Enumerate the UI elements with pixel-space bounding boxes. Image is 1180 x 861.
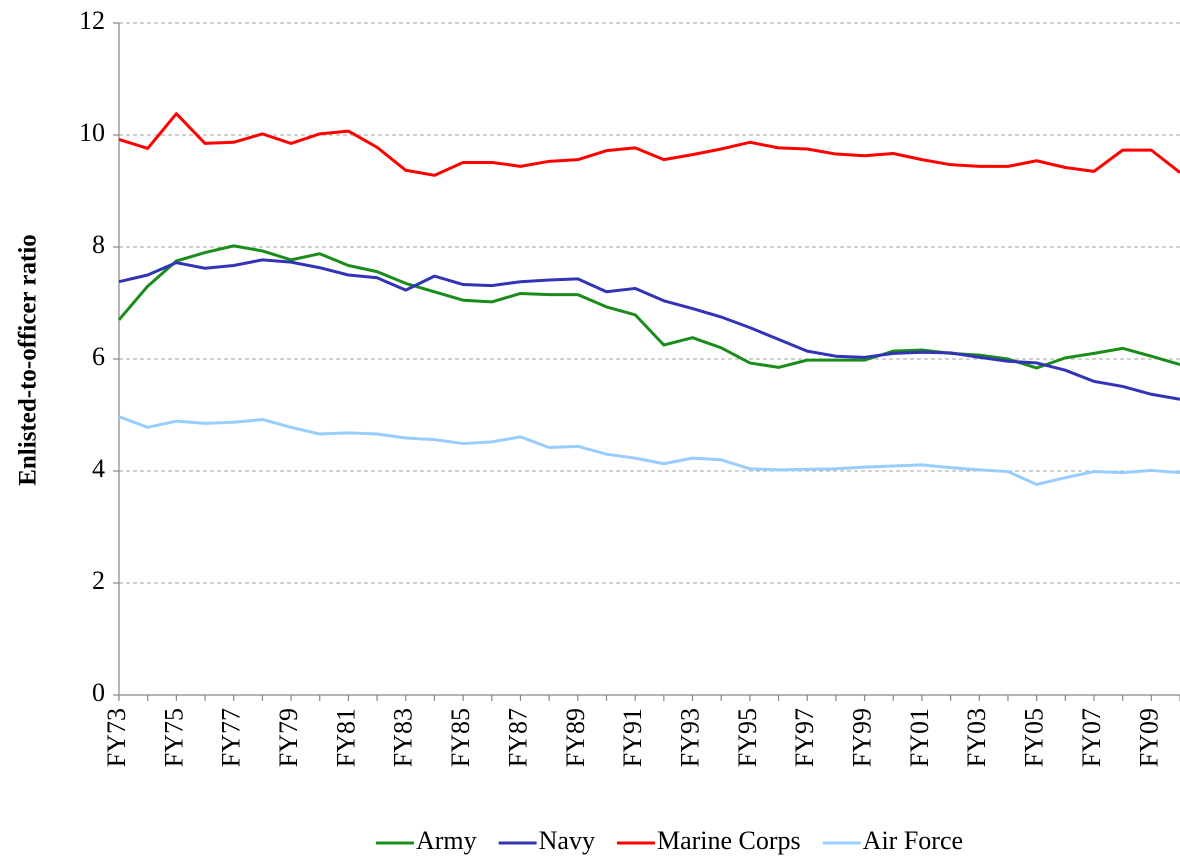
y-tick-label: 8 xyxy=(92,230,105,259)
x-tick-label: FY09 xyxy=(1134,708,1163,767)
x-tick-label: FY75 xyxy=(159,708,188,767)
legend-label: Air Force xyxy=(863,826,963,855)
x-tick-label: FY95 xyxy=(733,708,762,767)
x-tick-label: FY73 xyxy=(102,708,131,767)
x-tick-label: FY01 xyxy=(905,708,934,767)
x-tick-label: FY99 xyxy=(848,708,877,767)
series-line xyxy=(117,244,1180,370)
y-tick-label: 4 xyxy=(92,454,105,483)
legend-label: Army xyxy=(416,826,477,855)
legend-label: Marine Corps xyxy=(657,826,801,855)
y-tick-label: 10 xyxy=(79,118,105,147)
legend-label: Navy xyxy=(539,826,595,855)
x-tick-label: FY05 xyxy=(1020,708,1049,767)
x-tick-label: FY79 xyxy=(274,708,303,767)
y-tick-label: 0 xyxy=(92,678,105,707)
x-tick-label: FY97 xyxy=(790,708,819,767)
y-tick-label: 12 xyxy=(79,6,105,35)
series-line xyxy=(118,112,1180,177)
x-tick-label: FY87 xyxy=(503,708,532,767)
x-tick-label: FY85 xyxy=(446,708,475,767)
y-tick-label: 2 xyxy=(92,566,105,595)
x-tick-label: FY81 xyxy=(331,708,360,767)
x-tick-label: FY77 xyxy=(217,708,246,767)
series-line xyxy=(118,258,1180,401)
y-tick-label: 6 xyxy=(92,342,105,371)
x-tick-label: FY93 xyxy=(675,708,704,767)
x-tick-label: FY89 xyxy=(561,708,590,767)
x-tick-label: FY03 xyxy=(962,708,991,767)
series-line xyxy=(118,415,1180,486)
x-tick-label: FY91 xyxy=(618,708,647,767)
y-axis-label: Enlisted-to-officer ratio xyxy=(15,234,42,486)
x-tick-label: FY07 xyxy=(1077,708,1106,767)
x-tick-label: FY83 xyxy=(389,708,418,767)
